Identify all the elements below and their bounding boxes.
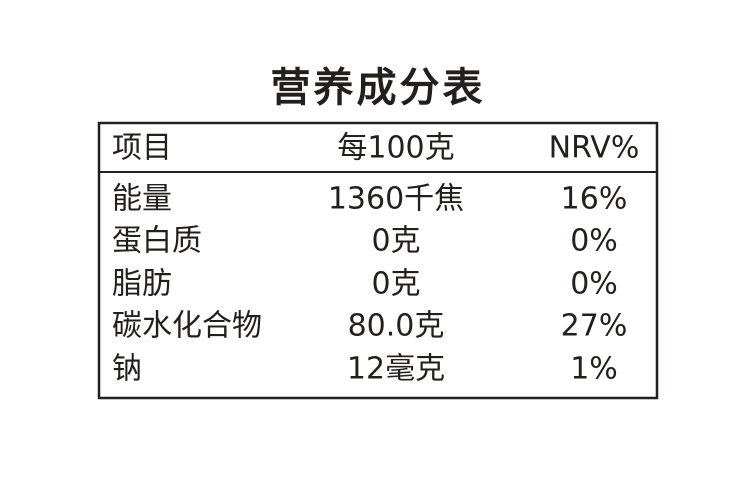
table-cell: 0% [570, 267, 618, 302]
header-cell: 每100克 [337, 131, 454, 166]
table-cell: 0% [570, 224, 618, 259]
table-cell: 27% [561, 309, 628, 344]
table-cell: 能量 [112, 182, 172, 217]
title: 营养成分表 [271, 65, 486, 111]
table-cell: 脂肪 [112, 267, 172, 302]
table-cell: 蛋白质 [112, 224, 202, 259]
header-cell: NRV% [549, 131, 640, 166]
table-cell: 碳水化合物 [112, 309, 262, 344]
table-border [97, 121, 659, 400]
table-cell: 0克 [371, 224, 420, 259]
table-cell: 1% [570, 352, 618, 387]
table-cell: 0克 [371, 267, 420, 302]
table-cell: 80.0克 [348, 309, 445, 344]
table-cell: 钠 [112, 352, 142, 387]
header-cell: 项目 [112, 131, 172, 166]
table-cell: 16% [561, 182, 628, 217]
table-cell: 12毫克 [347, 352, 445, 387]
table-cell: 1360千焦 [328, 182, 464, 217]
